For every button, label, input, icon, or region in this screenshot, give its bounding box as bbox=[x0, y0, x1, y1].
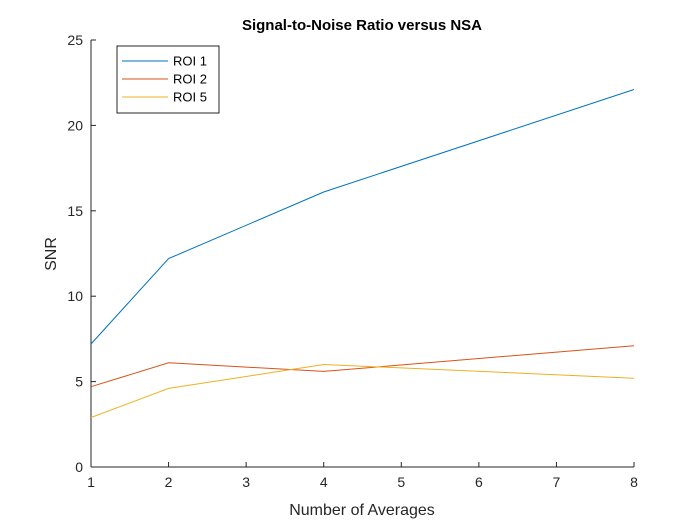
series-line-1 bbox=[90, 89, 635, 345]
chart-title: Signal-to-Noise Ratio versus NSA bbox=[242, 17, 482, 34]
x-tick-label: 7 bbox=[553, 474, 561, 490]
y-tick-label: 10 bbox=[67, 288, 83, 304]
x-tick-label: 3 bbox=[242, 474, 250, 490]
x-tick-label: 8 bbox=[630, 474, 638, 490]
y-axis-ticks: 0 5 10 15 20 25 bbox=[67, 32, 96, 475]
x-tick-label: 2 bbox=[165, 474, 173, 490]
y-tick-label: 5 bbox=[75, 374, 83, 390]
legend: ROI 1 ROI 2 ROI 5 bbox=[116, 45, 220, 114]
x-tick-label: 6 bbox=[475, 474, 483, 490]
x-tick-label: 5 bbox=[397, 474, 405, 490]
legend-entry-2: ROI 2 bbox=[173, 72, 207, 87]
y-tick-label: 15 bbox=[67, 203, 83, 219]
x-tick-label: 1 bbox=[87, 474, 95, 490]
x-axis-ticks: 1 2 3 4 5 6 7 8 bbox=[87, 462, 638, 490]
legend-entry-3: ROI 5 bbox=[173, 90, 207, 105]
x-tick-label: 4 bbox=[320, 474, 328, 490]
y-tick-label: 0 bbox=[75, 459, 83, 475]
plot-area bbox=[90, 40, 634, 468]
y-tick-label: 25 bbox=[67, 32, 83, 48]
y-axis-label: SNR bbox=[43, 237, 60, 271]
series-line-2 bbox=[90, 345, 635, 388]
series-line-3 bbox=[90, 363, 635, 418]
series-lines bbox=[90, 89, 635, 418]
x-axis-label: Number of Averages bbox=[289, 502, 435, 519]
legend-entry-1: ROI 1 bbox=[173, 54, 207, 69]
y-tick-label: 20 bbox=[67, 117, 83, 133]
